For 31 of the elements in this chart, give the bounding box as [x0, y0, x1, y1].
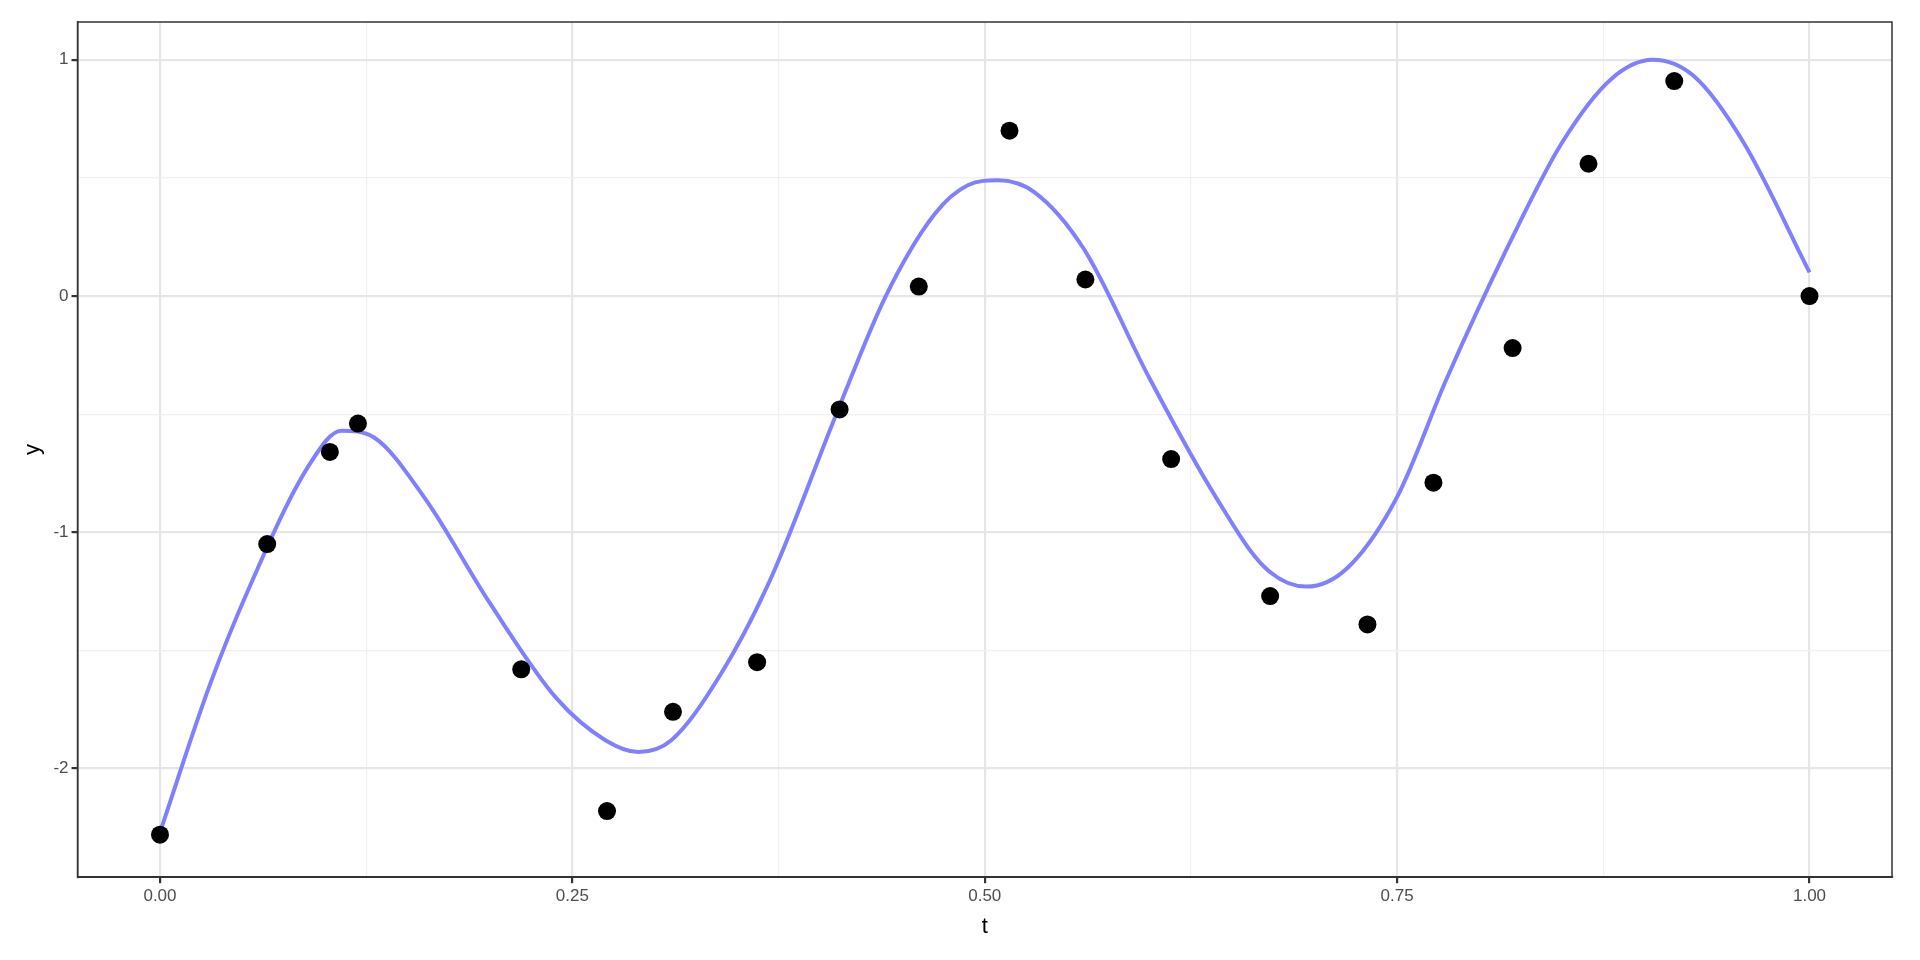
x-axis-title: t: [981, 912, 988, 938]
point: [512, 660, 531, 679]
x-tick-label: 0.00: [143, 886, 177, 906]
point: [1000, 121, 1019, 140]
point: [1503, 339, 1522, 358]
point: [1800, 287, 1819, 306]
y-tick-label: 1: [59, 49, 69, 69]
point: [1424, 473, 1443, 492]
point: [830, 400, 849, 419]
y-tick-label: 0: [59, 285, 69, 305]
point: [1162, 450, 1181, 469]
x-tick-label: 0.25: [555, 886, 589, 906]
point: [748, 653, 767, 672]
point: [348, 414, 367, 433]
y-tick-label: -2: [53, 758, 69, 778]
point: [320, 442, 339, 461]
x-tick-label: 0.75: [1380, 886, 1414, 906]
point: [909, 277, 928, 296]
point: [1665, 72, 1684, 91]
point: [1261, 587, 1280, 606]
point: [258, 535, 277, 554]
point: [1076, 270, 1095, 289]
point: [1358, 615, 1377, 634]
point: [1579, 154, 1598, 173]
y-axis-title: y: [19, 444, 45, 456]
y-tick-label: -1: [53, 521, 69, 541]
point: [598, 802, 617, 821]
point: [664, 702, 682, 721]
x-tick-label: 0.50: [968, 886, 1002, 906]
x-tick-label: 1.00: [1792, 886, 1827, 906]
point: [150, 825, 169, 844]
